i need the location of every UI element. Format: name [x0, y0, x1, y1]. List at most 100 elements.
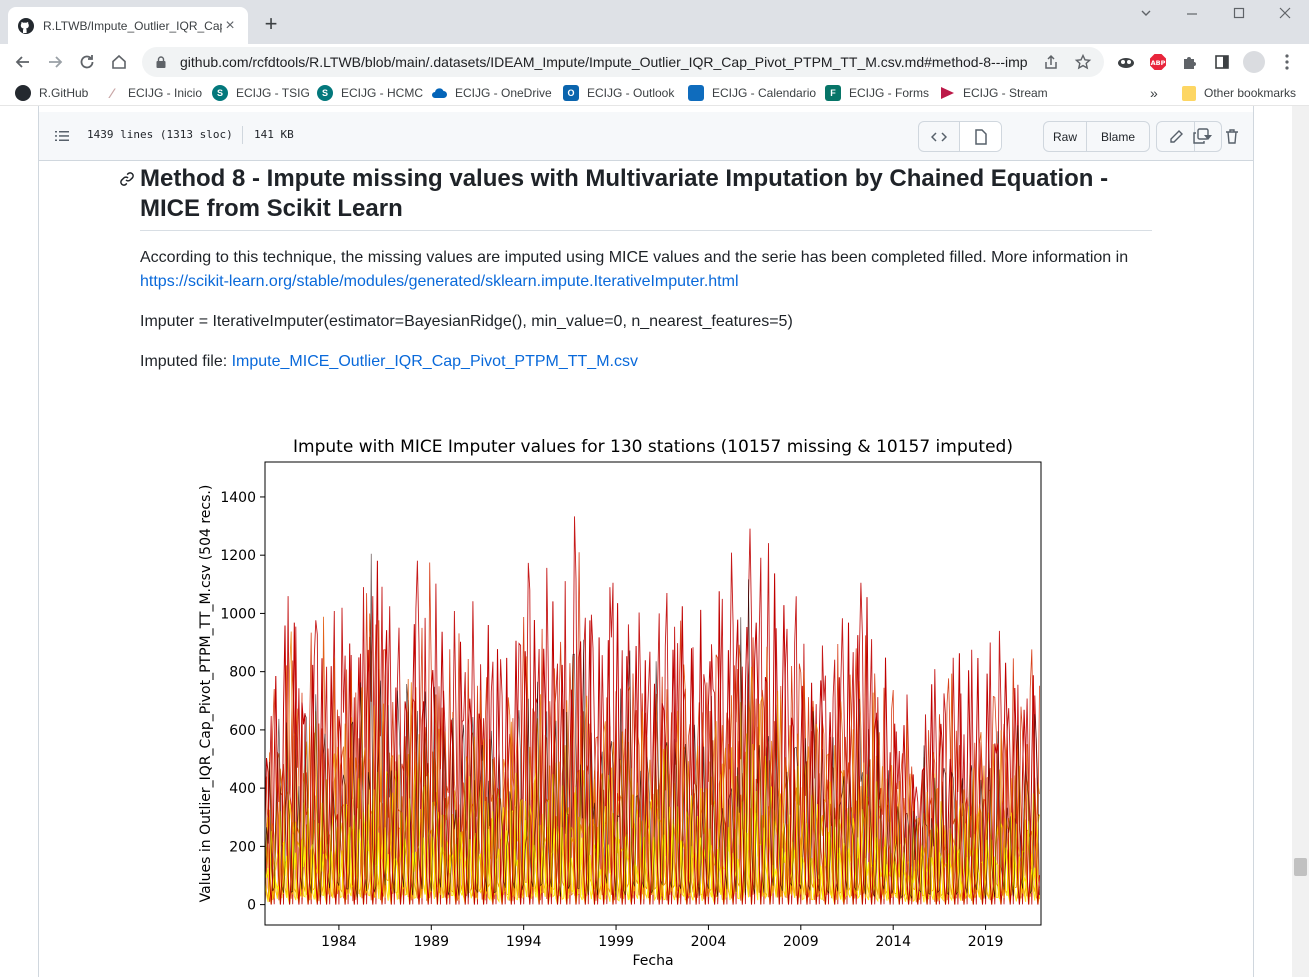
imputer-config-text: Imputer = IterativeImputer(estimator=Bay…: [140, 313, 793, 330]
new-tab-button[interactable]: +: [264, 11, 278, 36]
bookmarks-overflow-chevron-icon[interactable]: »: [1150, 85, 1158, 101]
bookmark-ecijg-tsig[interactable]: S ECIJG - TSIG: [212, 84, 310, 102]
x-tick-label: 1989: [413, 934, 449, 950]
profile-avatar[interactable]: [1243, 51, 1265, 73]
x-tick-label: 1994: [506, 934, 542, 950]
file-header: 1439 lines (1313 sloc) 141 KB Raw Blame: [39, 112, 1253, 161]
close-window-icon[interactable]: [1275, 6, 1295, 24]
bookmark-ecijg-outlook[interactable]: O ECIJG - Outlook: [563, 84, 674, 102]
bookmark-label: Other bookmarks: [1204, 86, 1297, 100]
minimize-icon[interactable]: [1182, 6, 1202, 24]
tab-search-icon[interactable]: [1136, 6, 1156, 24]
x-tick-label: 1984: [321, 934, 357, 950]
sharepoint-icon: S: [212, 85, 228, 101]
url-text[interactable]: github.com/rcfdtools/R.LTWB/blob/main/.d…: [180, 54, 1028, 70]
x-tick-label: 1999: [598, 934, 634, 950]
onedrive-cloud-icon: [431, 85, 447, 101]
y-tick-label: 400: [229, 781, 256, 797]
imputed-file-paragraph: Imputed file: Impute_MICE_Outlier_IQR_Ca…: [140, 350, 1152, 374]
file-size: 141 KB: [254, 128, 294, 141]
feather-icon: ⁄: [110, 85, 114, 101]
bookmark-ecijg-inicio[interactable]: ⁄ ECIJG - Inicio: [104, 84, 202, 102]
outline-list-icon[interactable]: [54, 128, 70, 144]
bookmark-other-bookmarks[interactable]: Other bookmarks: [1182, 84, 1296, 102]
bookmark-label: ECIJG - TSIG: [236, 86, 310, 100]
edit-group: [1156, 121, 1222, 152]
view-toggle-group: [918, 121, 1002, 152]
side-panel-icon[interactable]: [1211, 51, 1233, 73]
imputed-file-label: Imputed file:: [140, 353, 228, 370]
raw-blame-group: Raw Blame: [1043, 121, 1150, 152]
y-tick-label: 1400: [220, 490, 256, 506]
bookmark-label: ECIJG - HCMC: [341, 86, 423, 100]
trash-icon[interactable]: [1223, 127, 1241, 145]
browser-tab[interactable]: R.LTWB/Impute_Outlier_IQR_Cap ×: [8, 7, 248, 44]
link-anchor-icon[interactable]: [119, 171, 135, 187]
bookmark-r-github[interactable]: R.GitHub: [15, 84, 88, 102]
code-view-button[interactable]: [919, 122, 960, 151]
bookmark-label: R.GitHub: [39, 86, 89, 100]
forms-icon: F: [825, 85, 841, 101]
bookmarks-bar: R.GitHub ⁄ ECIJG - Inicio S ECIJG - TSIG…: [0, 80, 1309, 106]
y-axis-label: Values in Outlier_IQR_Cap_Pivot_PTPM_TT_…: [198, 485, 214, 903]
file-icon: [974, 128, 987, 145]
file-line-count: 1439 lines (1313 sloc): [87, 128, 233, 141]
section-heading: Method 8 - Impute missing values with Mu…: [140, 164, 1152, 231]
share-icon[interactable]: [1042, 53, 1060, 71]
lock-icon[interactable]: [154, 55, 168, 69]
bookmark-label: ECIJG - Stream: [963, 86, 1048, 100]
forward-arrow-icon[interactable]: [44, 51, 66, 73]
code-icon: [931, 131, 947, 142]
y-tick-label: 600: [229, 723, 256, 739]
bookmark-label: ECIJG - Outlook: [587, 86, 675, 100]
bookmark-ecijg-calendario[interactable]: ECIJG - Calendario: [688, 84, 816, 102]
bookmark-ecijg-onedrive[interactable]: ECIJG - OneDrive: [431, 84, 552, 102]
imputed-file-link[interactable]: Impute_MICE_Outlier_IQR_Cap_Pivot_PTPM_T…: [231, 353, 638, 370]
bookmark-star-icon[interactable]: [1074, 53, 1092, 71]
tab-title: R.LTWB/Impute_Outlier_IQR_Cap: [43, 18, 222, 33]
bookmark-ecijg-hcmc[interactable]: S ECIJG - HCMC: [317, 84, 423, 102]
adblock-icon[interactable]: ABP: [1147, 51, 1169, 73]
preview-view-button[interactable]: [960, 122, 1001, 151]
puzzle-extensions-icon[interactable]: [1179, 51, 1201, 73]
reload-icon[interactable]: [76, 51, 98, 73]
maximize-icon[interactable]: [1229, 6, 1249, 24]
page-scrollbar[interactable]: [1292, 106, 1309, 977]
file-frame: [38, 106, 1254, 977]
x-tick-label: 2009: [783, 934, 819, 950]
folder-icon: [1182, 85, 1196, 101]
home-icon[interactable]: [108, 51, 130, 73]
blame-button[interactable]: Blame: [1100, 129, 1135, 144]
x-axis-label: Fecha: [632, 953, 673, 969]
browser-menu-icon[interactable]: [1276, 51, 1298, 73]
extension-icon[interactable]: [1115, 51, 1137, 73]
description-text: According to this technique, the missing…: [140, 249, 1129, 266]
address-bar[interactable]: github.com/rcfdtools/R.LTWB/blob/main/.d…: [142, 47, 1104, 77]
svg-text:ABP: ABP: [1151, 59, 1166, 67]
github-icon: [18, 17, 34, 34]
calendar-icon: [688, 85, 704, 101]
raw-button[interactable]: Raw: [1044, 122, 1087, 151]
github-icon: [15, 85, 31, 101]
stream-play-icon: [939, 85, 955, 101]
y-tick-label: 800: [229, 665, 256, 681]
sharepoint-icon: S: [317, 85, 333, 101]
tab-close-icon[interactable]: ×: [225, 16, 235, 34]
page-scrollbar-thumb[interactable]: [1294, 858, 1307, 876]
description-paragraph: According to this technique, the missing…: [140, 246, 1152, 294]
copy-icon[interactable]: [1192, 127, 1210, 145]
plot-frame: [264, 461, 1042, 926]
x-tick-label: 2019: [968, 934, 1004, 950]
bookmark-ecijg-forms[interactable]: F ECIJG - Forms: [825, 84, 929, 102]
edit-button[interactable]: [1157, 122, 1195, 151]
y-tick-label: 200: [229, 839, 256, 855]
tab-strip: R.LTWB/Impute_Outlier_IQR_Cap × +: [0, 0, 1309, 44]
chart-title: Impute with MICE Imputer values for 130 …: [293, 437, 1013, 457]
back-arrow-icon[interactable]: [12, 51, 34, 73]
x-tick-label: 2014: [875, 934, 911, 950]
scikit-learn-link[interactable]: https://scikit-learn.org/stable/modules/…: [140, 273, 739, 290]
y-tick-label: 1200: [220, 548, 256, 564]
bookmark-ecijg-stream[interactable]: ECIJG - Stream: [939, 84, 1048, 102]
y-tick-label: 0: [247, 898, 256, 914]
series-line-peak: [265, 560, 1040, 905]
